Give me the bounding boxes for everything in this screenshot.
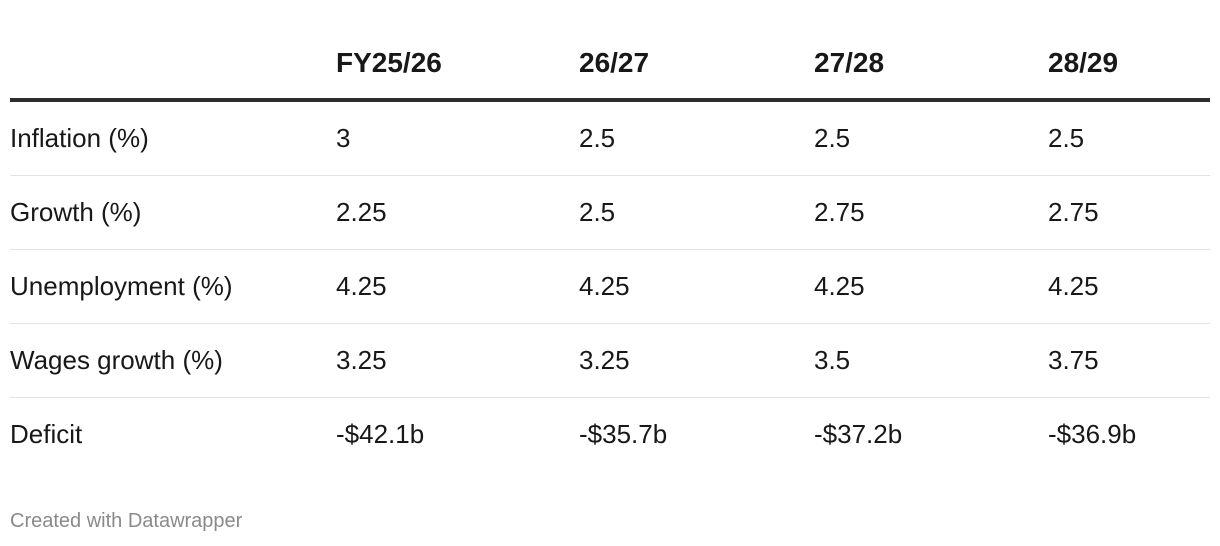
table-cell: 2.5 bbox=[814, 100, 1048, 176]
table-cell: -$42.1b bbox=[336, 419, 425, 449]
table-cell: 3 bbox=[336, 100, 579, 176]
table-cell: 2.5 bbox=[1048, 100, 1210, 176]
table-cell: 2.5 bbox=[579, 100, 814, 176]
table-cell: 4.25 bbox=[336, 249, 579, 324]
row-label: Growth (%) bbox=[10, 175, 336, 250]
header-cell-fy25-26: FY25/26 bbox=[336, 27, 579, 102]
table-cell: 2.5 bbox=[579, 175, 814, 250]
table-cell: 2.75 bbox=[814, 175, 1048, 250]
header-cell-26-27: 26/27 bbox=[579, 27, 814, 102]
table-cell: 3.25 bbox=[579, 323, 814, 398]
table-cell: 2.75 bbox=[1048, 175, 1210, 250]
table-cell: 4.25 bbox=[814, 249, 1048, 324]
table-cell: -$35.7b bbox=[579, 419, 668, 449]
table-header: FY25/26 26/27 27/28 28/29 bbox=[10, 27, 1210, 102]
header-cell-27-28: 27/28 bbox=[814, 27, 1048, 102]
row-label: Unemployment (%) bbox=[10, 249, 336, 324]
table-row-inflation: Inflation (%) 3 2.5 2.5 2.5 bbox=[10, 100, 1210, 176]
table-cell: 3.75 bbox=[1048, 323, 1210, 398]
header-row: FY25/26 26/27 27/28 28/29 bbox=[10, 27, 1210, 102]
table-row-growth: Growth (%) 2.25 2.5 2.75 2.75 bbox=[10, 175, 1210, 250]
table-cell: -$37.2b bbox=[814, 419, 903, 449]
table-body: Inflation (%) 3 2.5 2.5 2.5 Growth (%) 2… bbox=[10, 100, 1210, 471]
datawrapper-credit[interactable]: Created with Datawrapper bbox=[10, 510, 243, 532]
table-cell: 4.25 bbox=[1048, 249, 1210, 324]
table-row-unemployment: Unemployment (%) 4.25 4.25 4.25 4.25 bbox=[10, 249, 1210, 324]
table-cell: 4.25 bbox=[579, 249, 814, 324]
header-cell-28-29: 28/29 bbox=[1048, 27, 1210, 102]
table-row-wages-growth: Wages growth (%) 3.25 3.25 3.5 3.75 bbox=[10, 323, 1210, 398]
table-cell: 3.25 bbox=[336, 323, 579, 398]
row-label: Inflation (%) bbox=[10, 100, 336, 176]
row-label: Wages growth (%) bbox=[10, 323, 336, 398]
table-cell: -$36.9b bbox=[1048, 419, 1137, 449]
header-cell-label bbox=[10, 27, 336, 102]
row-label: Deficit bbox=[10, 419, 83, 449]
table-row-deficit: Deficit -$42.1b -$35.7b -$37.2b -$36.9b bbox=[10, 398, 1210, 472]
table-cell: 3.5 bbox=[814, 323, 1048, 398]
table-cell: 2.25 bbox=[336, 175, 579, 250]
forecast-table-container: FY25/26 26/27 27/28 28/29 Inflation (%) … bbox=[10, 27, 1210, 471]
forecast-table: FY25/26 26/27 27/28 28/29 Inflation (%) … bbox=[10, 27, 1210, 471]
